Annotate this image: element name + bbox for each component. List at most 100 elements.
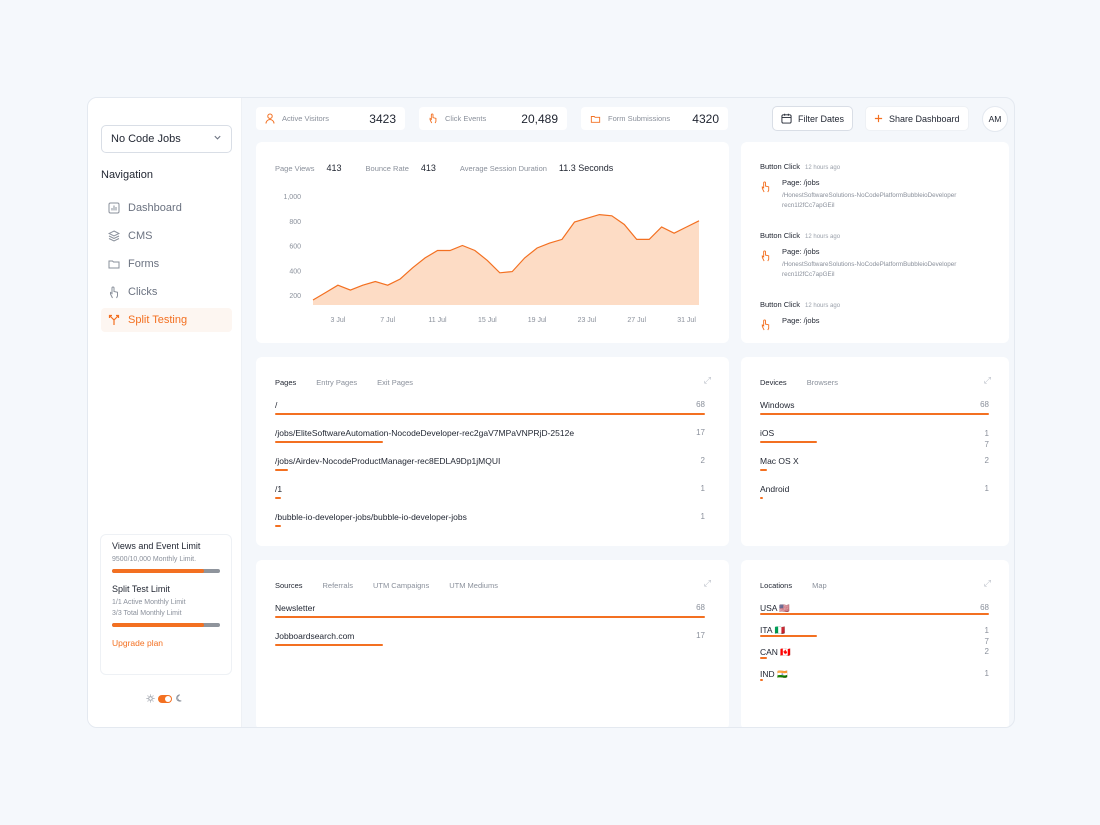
y-tick-label: 800: [289, 219, 301, 226]
share-dashboard-button[interactable]: Share Dashboard: [865, 106, 969, 131]
table-row[interactable]: Newsletter 68: [275, 603, 705, 631]
table-row[interactable]: Android 1: [760, 484, 989, 512]
tab-utm-mediums[interactable]: UTM Mediums: [449, 581, 498, 590]
sidebar-item-cms[interactable]: CMS: [101, 224, 232, 248]
y-tick-label: 400: [289, 268, 301, 275]
table-row[interactable]: IND 🇮🇳 1: [760, 669, 989, 681]
kpi-click-events: Click Events 20,489: [419, 107, 567, 130]
theme-toggle[interactable]: [146, 690, 184, 708]
sidebar-item-split-testing[interactable]: Split Testing: [101, 308, 232, 332]
activity-list: Button Click 12 hours ago Page: /jobs /Ho…: [760, 162, 989, 343]
chevron-down-icon: [213, 133, 222, 145]
table-row[interactable]: /jobs/Airdev-NocodeProductManager-rec8ED…: [275, 456, 705, 484]
hand-click-icon: [107, 285, 121, 299]
tab-utm-campaigns[interactable]: UTM Campaigns: [372, 581, 430, 590]
sources-list: Newsletter 68 Jobboardsearch.com 17: [275, 603, 705, 659]
activity-record: recn1l2fCc7apGEil: [782, 202, 835, 209]
layers-icon: [107, 229, 121, 243]
views-limit-bar: [112, 569, 220, 573]
theme-switch[interactable]: [158, 695, 172, 703]
upgrade-plan-link[interactable]: Upgrade plan: [112, 638, 164, 648]
kpi-label: Click Events: [445, 114, 487, 123]
filter-dates-button[interactable]: Filter Dates: [772, 106, 854, 131]
folder-icon: [590, 114, 601, 124]
expand-icon[interactable]: ⤢: [983, 375, 991, 385]
table-row[interactable]: Windows 68: [760, 400, 989, 428]
tab-pages[interactable]: Pages: [275, 378, 297, 387]
table-row[interactable]: Jobboardsearch.com 17: [275, 631, 705, 659]
sidebar-item-label: Dashboard: [128, 202, 182, 214]
tab-devices[interactable]: Devices: [760, 378, 787, 387]
y-tick-label: 200: [289, 293, 301, 300]
table-row[interactable]: /jobs/EliteSoftwareAutomation-NocodeDeve…: [275, 428, 705, 456]
activity-item[interactable]: Button Click 12 hours ago Page: /jobs /Ho…: [760, 231, 989, 300]
workspace-selector[interactable]: No Code Jobs: [101, 125, 232, 153]
x-tick-label: 7 Jul: [380, 317, 395, 324]
kpi-form-submissions: Form Submissions 4320: [581, 107, 728, 130]
locations-card: Locations Map ⤢ USA 🇺🇸 68 ITA 🇮🇹 1 7 CAN 🇨…: [741, 560, 1009, 727]
kpi-label: Form Submissions: [608, 114, 671, 123]
kpi-label: Active Visitors: [282, 114, 329, 123]
split-limit-title: Split Test Limit: [112, 584, 170, 594]
sidebar-item-label: Split Testing: [128, 314, 188, 326]
tab-map[interactable]: Map: [812, 581, 827, 590]
table-row[interactable]: /68: [275, 400, 705, 428]
table-row[interactable]: ITA 🇮🇹 1 7: [760, 625, 989, 646]
pages-card: Pages Entry Pages Exit Pages ⤢ /68 /jobs…: [256, 357, 729, 546]
expand-icon[interactable]: ⤢: [983, 578, 991, 588]
traffic-chart-card: Page Views 413 Bounce Rate 413 Average S…: [256, 142, 729, 343]
table-row[interactable]: USA 🇺🇸 68: [760, 603, 989, 615]
tab-referrals[interactable]: Referrals: [322, 581, 353, 590]
folder-icon: [107, 257, 121, 271]
table-row[interactable]: /bubble-io-developer-jobs/bubble-io-deve…: [275, 512, 705, 540]
devices-card: Devices Browsers ⤢ Windows 68 iOS 1 7 Mac …: [741, 357, 1009, 546]
views-limit-title: Views and Event Limit: [112, 541, 201, 551]
tab-browsers[interactable]: Browsers: [806, 378, 838, 387]
activity-page: Page: /jobs: [782, 316, 820, 325]
session-duration-label: Average Session Duration: [459, 163, 547, 173]
chart-area-fill: [313, 214, 699, 305]
table-row[interactable]: CAN 🇨🇦 2: [760, 647, 989, 659]
filter-dates-label: Filter Dates: [798, 113, 845, 124]
sidebar-item-forms[interactable]: Forms: [101, 252, 232, 276]
activity-item[interactable]: Button Click 12 hours ago Page: /jobs /Ho…: [760, 162, 989, 231]
activity-path: /HonestSoftwareSolutions-NoCodePlatformB…: [782, 261, 957, 268]
activity-item[interactable]: Button Click 12 hours ago Page: /jobs: [760, 300, 989, 343]
sidebar-item-clicks[interactable]: Clicks: [101, 280, 232, 304]
traffic-area-chart: 1,000 800 600 400 200 3 Jul 7 Jul 11 Jul 15 Jul 1…: [283, 194, 700, 324]
kpi-value: 3423: [369, 111, 396, 126]
activity-event: Button Click: [760, 162, 801, 171]
activity-record: recn1l2fCc7apGEil: [782, 271, 835, 278]
tab-locations[interactable]: Locations: [760, 581, 793, 590]
views-limit-sub: 9500/10,000 Monthly Limit.: [112, 556, 197, 563]
devices-tabs: Devices Browsers: [760, 378, 858, 387]
avatar[interactable]: AM: [982, 106, 1008, 132]
x-tick-label: 11 Jul: [428, 317, 447, 324]
hand-click-icon: [760, 180, 774, 209]
table-row[interactable]: /1 1: [275, 484, 705, 512]
locations-tabs: Locations Map: [760, 581, 847, 590]
sidebar: No Code Jobs Navigation Dashboard CMS: [88, 98, 242, 727]
overview-metrics: Page Views 413 Bounce Rate 413 Average S…: [275, 163, 637, 173]
sidebar-item-dashboard[interactable]: Dashboard: [101, 196, 232, 220]
share-dashboard-label: Share Dashboard: [889, 113, 960, 124]
split-arrows-icon: [107, 313, 121, 327]
expand-icon[interactable]: ⤢: [703, 578, 711, 588]
table-row[interactable]: iOS 1 7: [760, 428, 989, 449]
activity-page: Page: /jobs: [782, 247, 820, 256]
tab-exit-pages[interactable]: Exit Pages: [377, 378, 413, 387]
split-limit-active: 1/1 Active Monthly Limit: [112, 599, 186, 606]
workspace-name: No Code Jobs: [111, 133, 181, 145]
tab-sources[interactable]: Sources: [275, 581, 303, 590]
expand-icon[interactable]: ⤢: [703, 375, 711, 385]
activity-event: Button Click: [760, 300, 801, 309]
page-views-value: 413: [326, 163, 342, 173]
tab-entry-pages[interactable]: Entry Pages: [316, 378, 358, 387]
activity-time: 12 hours ago: [805, 303, 841, 309]
plus-icon: [874, 114, 883, 123]
activity-feed-card: Button Click 12 hours ago Page: /jobs /Ho…: [741, 142, 1009, 343]
usage-limits-card: Views and Event Limit 9500/10,000 Monthl…: [100, 534, 232, 675]
sources-tabs: Sources Referrals UTM Campaigns UTM Medi…: [275, 581, 518, 590]
